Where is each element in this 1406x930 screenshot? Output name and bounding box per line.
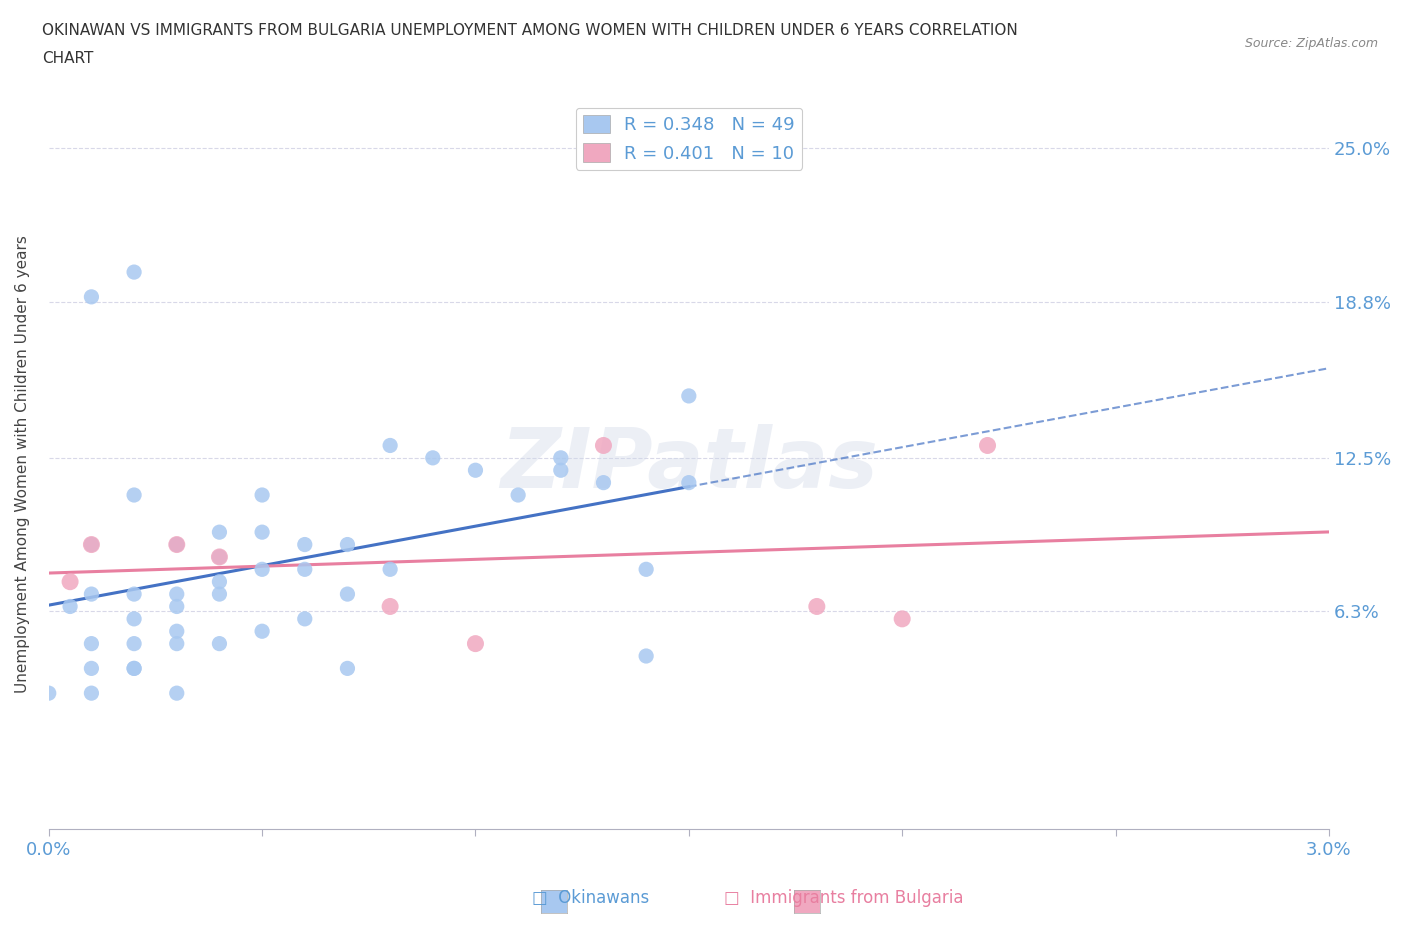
Point bbox=[208, 587, 231, 602]
Point bbox=[166, 599, 188, 614]
Point bbox=[336, 661, 359, 676]
Point bbox=[166, 538, 188, 552]
Point bbox=[59, 599, 82, 614]
Text: ZIPatlas: ZIPatlas bbox=[501, 423, 877, 505]
Point bbox=[208, 550, 231, 565]
Text: Source: ZipAtlas.com: Source: ZipAtlas.com bbox=[1244, 37, 1378, 50]
Point bbox=[250, 487, 273, 502]
Point bbox=[678, 475, 700, 490]
Legend: R = 0.348   N = 49, R = 0.401   N = 10: R = 0.348 N = 49, R = 0.401 N = 10 bbox=[575, 108, 801, 170]
Point bbox=[80, 685, 103, 700]
Point bbox=[166, 538, 188, 552]
Point bbox=[208, 574, 231, 589]
Point bbox=[122, 487, 145, 502]
Point bbox=[80, 538, 103, 552]
Point bbox=[166, 685, 188, 700]
Point bbox=[38, 685, 60, 700]
Point bbox=[550, 463, 572, 478]
Point bbox=[336, 587, 359, 602]
Point bbox=[592, 438, 614, 453]
Point bbox=[636, 648, 658, 663]
Point bbox=[294, 611, 316, 626]
Point bbox=[464, 636, 486, 651]
Point bbox=[976, 438, 998, 453]
Point bbox=[336, 538, 359, 552]
Point bbox=[208, 636, 231, 651]
Point bbox=[678, 389, 700, 404]
Point bbox=[122, 587, 145, 602]
Point bbox=[122, 265, 145, 280]
Point bbox=[891, 611, 914, 626]
Text: OKINAWAN VS IMMIGRANTS FROM BULGARIA UNEMPLOYMENT AMONG WOMEN WITH CHILDREN UNDE: OKINAWAN VS IMMIGRANTS FROM BULGARIA UNE… bbox=[42, 23, 1018, 38]
Point bbox=[250, 624, 273, 639]
Point bbox=[80, 538, 103, 552]
Point bbox=[122, 661, 145, 676]
Point bbox=[378, 438, 401, 453]
Point bbox=[166, 587, 188, 602]
Point bbox=[166, 538, 188, 552]
Point bbox=[508, 487, 530, 502]
Point bbox=[464, 463, 486, 478]
Point bbox=[166, 624, 188, 639]
Point bbox=[250, 562, 273, 577]
Point bbox=[208, 525, 231, 539]
Point bbox=[592, 475, 614, 490]
Point bbox=[378, 599, 401, 614]
Point bbox=[80, 289, 103, 304]
Point bbox=[122, 611, 145, 626]
Point bbox=[208, 550, 231, 565]
Text: □  Okinawans: □ Okinawans bbox=[531, 889, 650, 907]
Point bbox=[80, 661, 103, 676]
Point bbox=[294, 562, 316, 577]
Point bbox=[294, 538, 316, 552]
Point bbox=[80, 636, 103, 651]
Text: CHART: CHART bbox=[42, 51, 94, 66]
Point bbox=[378, 562, 401, 577]
Point bbox=[422, 450, 444, 465]
Point bbox=[806, 599, 828, 614]
Point bbox=[59, 574, 82, 589]
Point bbox=[550, 450, 572, 465]
Text: □  Immigrants from Bulgaria: □ Immigrants from Bulgaria bbox=[724, 889, 963, 907]
Point bbox=[636, 562, 658, 577]
Point bbox=[122, 636, 145, 651]
Point bbox=[122, 661, 145, 676]
Y-axis label: Unemployment Among Women with Children Under 6 years: Unemployment Among Women with Children U… bbox=[15, 235, 30, 693]
Point bbox=[250, 525, 273, 539]
Point bbox=[80, 587, 103, 602]
Point bbox=[166, 636, 188, 651]
